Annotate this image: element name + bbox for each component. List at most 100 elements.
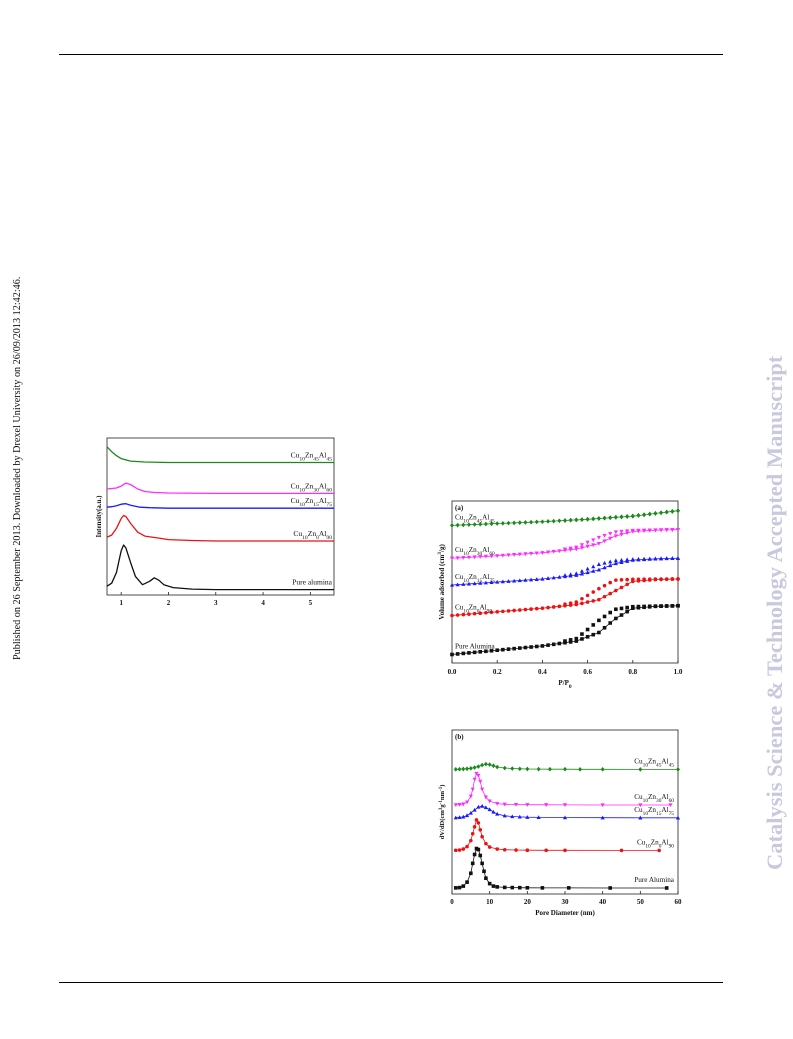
isotherm-adsorption-point — [495, 521, 500, 526]
pore-data-point — [474, 846, 479, 851]
isotherm-desorption-point — [653, 510, 658, 516]
saxs-series-label: Cu10Zn30Al60 — [291, 481, 333, 493]
isotherm-adsorption-point — [518, 608, 522, 612]
isotherm-desorption-point — [562, 573, 568, 577]
isotherm-desorption-point — [636, 556, 641, 561]
saxs-x-axis-label: 2θ (°) — [212, 611, 229, 612]
isotherm-desorption-point — [608, 559, 613, 564]
pore-data-point — [480, 834, 484, 839]
pore-data-point — [461, 814, 466, 819]
isotherm-desorption-point — [647, 511, 652, 517]
isotherm-adsorption-point — [500, 553, 505, 558]
isotherm-adsorption-point — [489, 554, 494, 559]
pore-data-point — [472, 765, 477, 770]
isotherm-desorption-point — [631, 577, 635, 582]
isotherm-adsorption-point — [461, 651, 466, 656]
isotherm-adsorption-point — [551, 605, 556, 609]
isotherm-adsorption-point — [512, 578, 517, 583]
isotherm-adsorption-point — [597, 597, 601, 602]
saxs-x-tick-label: 2 — [167, 599, 171, 607]
isotherm-adsorption-point — [625, 582, 629, 587]
isotherm-desorption-point — [619, 514, 624, 520]
pore-data-point — [480, 762, 485, 768]
isotherm-adsorption-point — [467, 651, 471, 655]
isotherm-adsorption-point — [540, 644, 545, 648]
isotherm-desorption-point — [676, 603, 680, 608]
isotherm-desorption-point — [653, 604, 658, 608]
isotherm-desorption-point — [585, 516, 590, 522]
pore-x-tick-label: 60 — [675, 898, 683, 906]
pore-data-point — [563, 766, 567, 772]
isotherm-desorption-point — [653, 577, 658, 581]
isotherm-adsorption-point — [512, 553, 517, 557]
isotherm-x-tick-label: 0.0 — [448, 668, 457, 676]
isotherm-adsorption-point — [579, 571, 585, 576]
isotherm-desorption-point — [614, 578, 618, 582]
isotherm-desorption-point — [636, 512, 641, 518]
isotherm-desorption-point — [625, 577, 629, 582]
isotherm-desorption-point — [630, 513, 635, 519]
isotherm-adsorption-point — [450, 523, 454, 528]
isotherm-adsorption-point — [608, 621, 612, 625]
isotherm-desorption-point — [647, 577, 652, 581]
isotherm-desorption-point — [659, 510, 664, 516]
pore-data-point — [502, 765, 507, 771]
pore-series-label: Cu10Zn30Al60 — [634, 793, 674, 804]
isotherm-plot-frame — [451, 500, 679, 664]
isotherm-desorption-point — [613, 530, 618, 535]
pore-data-point — [510, 814, 515, 819]
pore-data-point — [563, 848, 567, 853]
saxs-series-label: Cu10Zn15Al75 — [291, 496, 333, 508]
isotherm-desorption-point — [630, 557, 635, 561]
pore-data-point — [484, 841, 488, 846]
isotherm-desorption-point — [670, 556, 675, 560]
pore-data-point — [464, 813, 470, 818]
isotherm-desorption-point — [579, 543, 585, 548]
isotherm-desorption-point — [568, 546, 573, 551]
isotherm-desorption-point — [664, 528, 669, 532]
isotherm-desorption-point — [568, 638, 573, 642]
isotherm-desorption-point — [563, 602, 567, 606]
isotherm-desorption-point — [675, 528, 681, 532]
isotherm-desorption-point — [670, 604, 675, 608]
isotherm-adsorption-point — [551, 549, 556, 554]
isotherm-desorption-point — [670, 528, 675, 532]
isotherm-adsorption-point — [523, 645, 528, 650]
pore-data-point — [472, 777, 477, 782]
isotherm-adsorption-point — [478, 555, 483, 559]
isotherm-adsorption-point — [625, 531, 630, 536]
pore-data-point — [495, 811, 500, 816]
isotherm-desorption-point — [608, 515, 613, 520]
pore-series-line — [455, 818, 660, 851]
pore-data-point — [482, 869, 486, 874]
pore-data-point — [470, 831, 475, 836]
pore-data-point — [540, 886, 545, 890]
isotherm-adsorption-point — [557, 549, 562, 554]
isotherm-desorption-point — [596, 535, 601, 540]
isotherm-desorption-point — [658, 556, 664, 561]
isotherm-adsorption-point — [523, 607, 528, 612]
pore-data-point — [638, 815, 643, 820]
pore-data-point — [469, 871, 473, 876]
isotherm-x-tick-label: 0.2 — [493, 668, 502, 676]
isotherm-adsorption-point — [495, 554, 500, 558]
saxs-series-line — [106, 446, 334, 464]
isotherm-adsorption-point — [546, 643, 550, 647]
isotherm-adsorption-point — [580, 601, 584, 606]
pore-series-line — [455, 772, 671, 806]
pore-data-point — [476, 847, 481, 852]
isotherm-adsorption-point — [506, 647, 511, 651]
isotherm-chart: (a) 0.0 0.2 0.4 0.6 0.8 1.0 P/P0 Volume adsorbed… — [437, 500, 683, 690]
isotherm-series-label: Cu10Zn45Al45 — [455, 513, 495, 524]
isotherm-adsorption-point — [534, 644, 539, 649]
isotherm-adsorption-point — [534, 519, 539, 525]
pore-data-point — [544, 803, 549, 807]
isotherm-desorption-point — [574, 517, 579, 523]
pore-data-point — [638, 803, 643, 808]
isotherm-adsorption-point — [534, 551, 539, 556]
isotherm-adsorption-point — [472, 611, 477, 616]
isotherm-desorption-point — [636, 577, 641, 582]
saxs-series-line — [106, 544, 334, 591]
isotherm-adsorption-point — [449, 582, 455, 587]
pore-data-point — [487, 799, 492, 804]
